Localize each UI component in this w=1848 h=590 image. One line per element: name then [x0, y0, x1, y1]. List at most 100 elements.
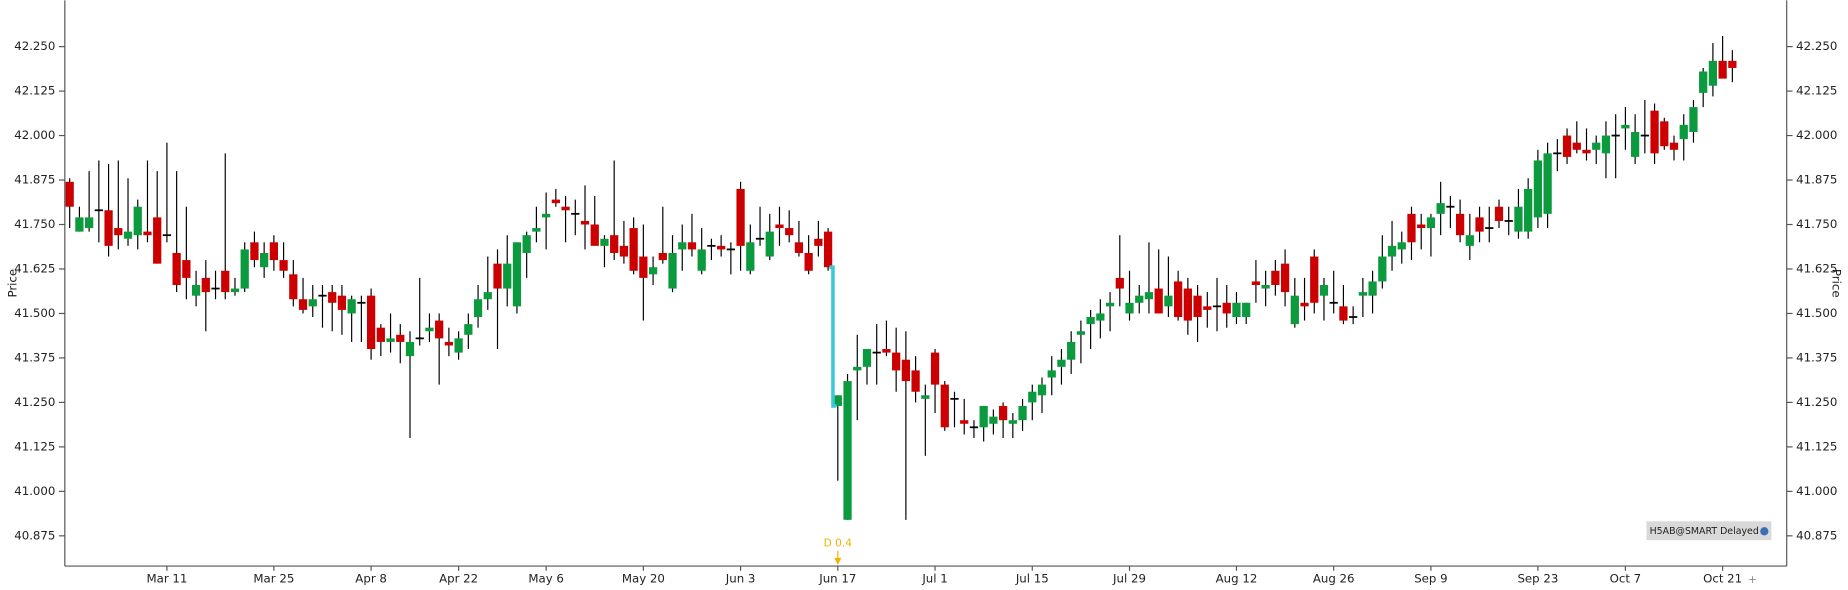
candle-body — [308, 299, 317, 307]
y2-tick-label: 41.875 — [1796, 173, 1837, 187]
candle-body — [240, 249, 249, 289]
candle-body — [1047, 370, 1056, 378]
y-tick-label: 42.250 — [14, 39, 55, 53]
y-axis-label: Price — [5, 269, 19, 298]
y2-tick-label: 41.125 — [1796, 439, 1837, 453]
candle-body — [1417, 224, 1426, 229]
candle-body — [580, 220, 590, 225]
candle-body — [804, 252, 813, 271]
candle-body — [1310, 256, 1319, 303]
candle-body — [1242, 302, 1251, 318]
candle-body — [1144, 292, 1154, 300]
candle-body — [1037, 384, 1047, 396]
candle-body — [191, 284, 201, 296]
candle-body — [1261, 284, 1270, 289]
candle-body — [921, 395, 930, 399]
y-tick-label: 42.000 — [14, 128, 55, 142]
candle-body — [1076, 331, 1086, 335]
candle-body — [590, 224, 599, 246]
candle-body — [619, 245, 629, 257]
x-tick-label: Jul 15 — [1015, 572, 1049, 586]
x-tick-label: Jul 29 — [1112, 572, 1146, 586]
candle-body — [882, 349, 891, 353]
candle-body — [1339, 306, 1348, 321]
candle-body — [1368, 281, 1377, 296]
candle-body — [85, 217, 94, 229]
x-tick-label: Mar 25 — [253, 572, 294, 586]
x-tick-label: Sep 23 — [1517, 572, 1558, 586]
gap-line — [829, 265, 837, 408]
candle-body — [1251, 281, 1261, 285]
y-tick-label: 41.750 — [14, 217, 55, 231]
candle-body — [1494, 206, 1504, 221]
candle-body — [1592, 142, 1601, 150]
candle-body — [1660, 121, 1669, 147]
candle-body — [1718, 60, 1727, 79]
candle-body — [648, 267, 658, 275]
candle-body — [697, 249, 706, 271]
candle-body — [1135, 295, 1144, 303]
candle-body — [639, 256, 648, 278]
candle-body — [1630, 132, 1640, 157]
candle-body — [1193, 295, 1202, 318]
candle-body — [1699, 71, 1708, 93]
candle-body — [1708, 60, 1718, 86]
candle-body — [629, 228, 638, 271]
settings-icon[interactable]: + — [1748, 574, 1757, 586]
candle-body — [814, 238, 823, 246]
y-tick-label: 41.625 — [14, 261, 55, 275]
x-tick-label: Sep 9 — [1414, 572, 1447, 586]
candle-body — [1533, 160, 1543, 218]
x-tick-label: Apr 8 — [355, 572, 387, 586]
badge-text: H5AB@SMART Delayed — [1650, 526, 1759, 537]
candle-body — [444, 341, 454, 346]
candle-body — [143, 231, 152, 236]
candle-body — [1475, 217, 1484, 232]
candle-body — [1271, 270, 1280, 285]
candle-body — [561, 206, 570, 211]
candle-body — [435, 320, 444, 339]
candle-body — [775, 224, 784, 229]
candle-body — [1164, 295, 1173, 307]
candle-body — [1601, 135, 1611, 154]
candle-body — [493, 263, 502, 289]
candle-body — [892, 352, 901, 371]
y2-tick-label: 41.500 — [1796, 306, 1837, 320]
y2-tick-label: 41.250 — [1796, 395, 1837, 409]
candle-body — [65, 181, 74, 207]
candle-body — [104, 210, 113, 246]
candle-body — [347, 299, 356, 314]
y2-axis-label: Price — [1830, 269, 1844, 298]
candle-body — [794, 242, 804, 253]
candle-body — [1543, 153, 1552, 214]
y-tick-label: 41.125 — [14, 439, 55, 453]
candle-body — [512, 242, 522, 307]
candle-body — [1378, 256, 1387, 282]
candle-body — [405, 341, 415, 357]
candle-body — [1125, 302, 1134, 314]
candle-body — [221, 270, 230, 293]
candle-body — [1203, 306, 1212, 310]
y-tick-label: 41.500 — [14, 306, 55, 320]
y-tick-label: 40.875 — [14, 528, 55, 542]
candle-body — [1115, 277, 1124, 289]
candle-body — [1018, 405, 1027, 421]
candle-body — [532, 228, 541, 232]
x-tick-label: Mar 11 — [146, 572, 187, 586]
candle-body — [1669, 142, 1679, 150]
candle-body — [114, 228, 123, 236]
x-tick-label: Apr 22 — [439, 572, 478, 586]
candle-body — [133, 206, 142, 236]
candle-body — [1387, 245, 1397, 257]
candle-body — [1689, 107, 1698, 133]
candle-body — [717, 245, 726, 250]
candle-body — [1280, 263, 1290, 293]
annotation-label: D 0.4 — [824, 538, 853, 550]
candle-body — [298, 299, 308, 310]
y2-tick-label: 42.000 — [1796, 128, 1837, 142]
candle-body — [337, 295, 347, 310]
candle-body — [503, 263, 512, 289]
candle-body — [250, 242, 259, 261]
candle-body — [1562, 135, 1572, 157]
